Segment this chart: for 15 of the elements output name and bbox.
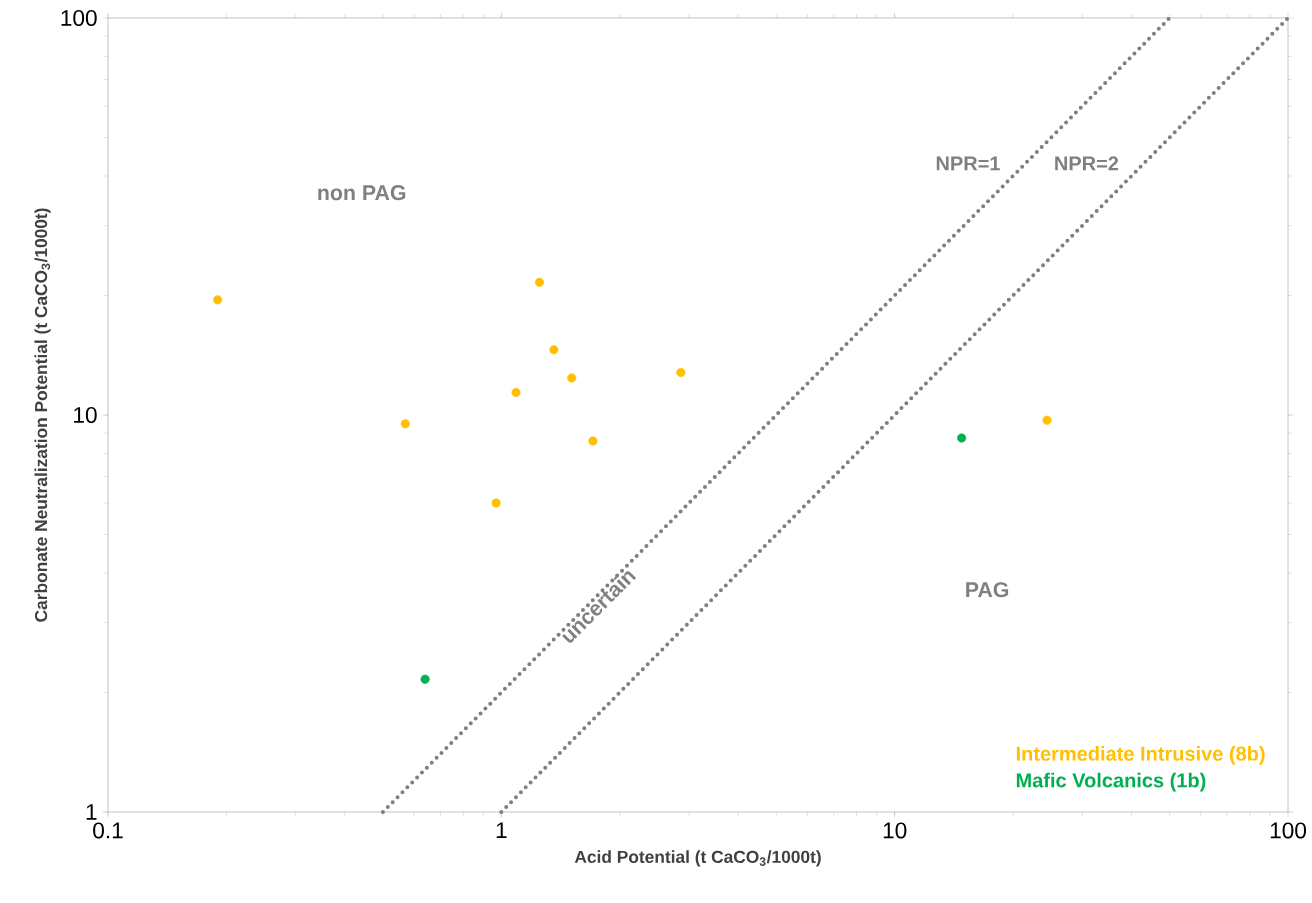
text: Mafic Volcanics (1b) (1016, 772, 1206, 792)
x-tick-label: 100 (1270, 822, 1307, 839)
x-axis-title: Acid Potential (t CaCO$_{3}$/1000t) (574, 850, 821, 867)
y-tick-label: 100 (61, 9, 97, 27)
annotation: PAG (966, 582, 1009, 598)
x-tick-label: 0.1 (93, 822, 123, 839)
y-tick-label: 1 (86, 804, 97, 820)
x-tick-label: 1 (496, 822, 507, 838)
text: Intermediate Intrusive (8b) (1016, 746, 1265, 765)
x-tick-label: 10 (883, 822, 907, 839)
annotation: non PAG (318, 185, 406, 201)
y-tick-label: 10 (74, 406, 97, 424)
series-label: NPR=2 (1055, 156, 1119, 171)
y-axis-title: Carbonate Neutralization Potential (t CaCO$_{3}$/1000t) (34, 208, 51, 622)
series-label: NPR=1 (936, 156, 1000, 171)
